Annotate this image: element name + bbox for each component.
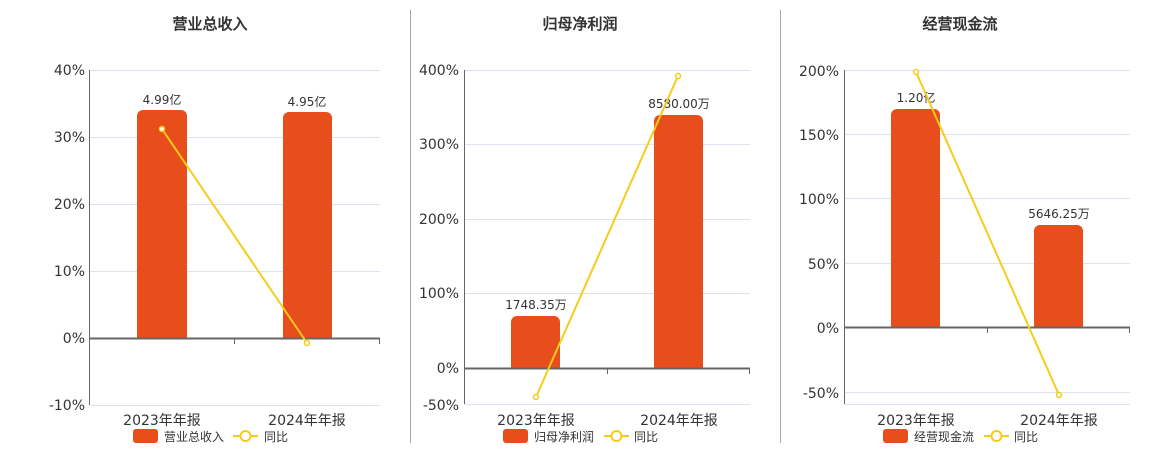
yoy-line xyxy=(158,125,311,347)
legend-bar-label: 经营现金流 xyxy=(914,429,974,444)
svg-text:300%: 300% xyxy=(419,137,459,153)
svg-text:400%: 400% xyxy=(419,63,459,79)
panel-divider-2 xyxy=(780,10,781,443)
y-axis-ticks: 400% 300% 200% 100% 0% -50% xyxy=(419,63,459,414)
bars xyxy=(511,115,703,368)
yoy-line xyxy=(912,68,1063,399)
x-label-2024: 2024年年报 xyxy=(640,413,718,429)
svg-text:0%: 0% xyxy=(63,331,85,347)
bar-label-2024: 4.95亿 xyxy=(288,94,327,109)
svg-text:20%: 20% xyxy=(54,197,85,213)
chart-operating-cashflow: 经营现金流 200% 150% 100% 50% 0% -50% 1.20亿 5… xyxy=(780,0,1160,450)
bar-2023 xyxy=(511,316,560,368)
svg-text:-50%: -50% xyxy=(423,398,459,414)
svg-text:200%: 200% xyxy=(799,64,839,80)
svg-text:0%: 0% xyxy=(437,361,459,377)
legend-line-label: 同比 xyxy=(634,430,658,444)
legend-bar-label: 营业总收入 xyxy=(164,430,224,444)
bar-2024 xyxy=(654,115,703,368)
svg-text:10%: 10% xyxy=(54,264,85,280)
legend-bar-swatch xyxy=(133,429,158,443)
x-label-2023: 2023年年报 xyxy=(123,413,201,429)
panel-divider-1 xyxy=(410,10,411,443)
svg-text:200%: 200% xyxy=(419,212,459,228)
legend[interactable]: 经营现金流 同比 xyxy=(883,429,1038,444)
bar-label-2024: 8580.00万 xyxy=(648,97,710,111)
svg-text:150%: 150% xyxy=(799,128,839,144)
svg-text:100%: 100% xyxy=(419,286,459,302)
svg-text:0%: 0% xyxy=(817,321,839,337)
chart-title: 归母净利润 xyxy=(542,15,617,33)
y-axis-ticks: 200% 150% 100% 50% 0% -50% xyxy=(799,64,839,402)
chart-title: 经营现金流 xyxy=(922,15,997,33)
chart-title: 营业总收入 xyxy=(172,15,247,33)
legend-bar-swatch xyxy=(883,429,908,443)
x-label-2024: 2024年年报 xyxy=(268,413,346,429)
legend-bar-label: 归母净利润 xyxy=(534,430,594,444)
bar-2024 xyxy=(283,112,332,338)
legend-line-label: 同比 xyxy=(1014,430,1038,444)
bar-label-2023: 4.99亿 xyxy=(143,92,182,107)
legend[interactable]: 营业总收入 同比 xyxy=(133,429,288,444)
x-label-2023: 2023年年报 xyxy=(497,413,575,429)
bars xyxy=(137,110,332,338)
bar-label-2024: 5646.25万 xyxy=(1028,207,1090,221)
svg-text:50%: 50% xyxy=(808,257,839,273)
bar-2023 xyxy=(137,110,187,338)
svg-text:100%: 100% xyxy=(799,192,839,208)
legend-line-label: 同比 xyxy=(264,430,288,444)
x-label-2023: 2023年年报 xyxy=(877,413,955,429)
bars xyxy=(891,109,1083,328)
svg-text:40%: 40% xyxy=(54,63,85,79)
legend[interactable]: 归母净利润 同比 xyxy=(503,429,658,444)
svg-text:-50%: -50% xyxy=(803,386,839,402)
y-axis-ticks: 40% 30% 20% 10% 0% -10% xyxy=(49,63,85,414)
yoy-line xyxy=(532,72,682,401)
grid xyxy=(844,70,1130,405)
svg-text:30%: 30% xyxy=(54,130,85,146)
x-label-2024: 2024年年报 xyxy=(1020,413,1098,429)
bar-2024 xyxy=(1034,225,1083,328)
chart-revenue: 营业总收入 40% 30% 20% 10% 0% -10% 4.99亿 4.95… xyxy=(0,0,400,450)
bar-label-2023: 1748.35万 xyxy=(505,298,567,312)
svg-text:-10%: -10% xyxy=(49,398,85,414)
chart-net-profit: 归母净利润 400% 300% 200% 100% 0% -50% 1748.3… xyxy=(400,0,780,450)
legend-bar-swatch xyxy=(503,429,528,443)
bar-2023 xyxy=(891,109,940,328)
